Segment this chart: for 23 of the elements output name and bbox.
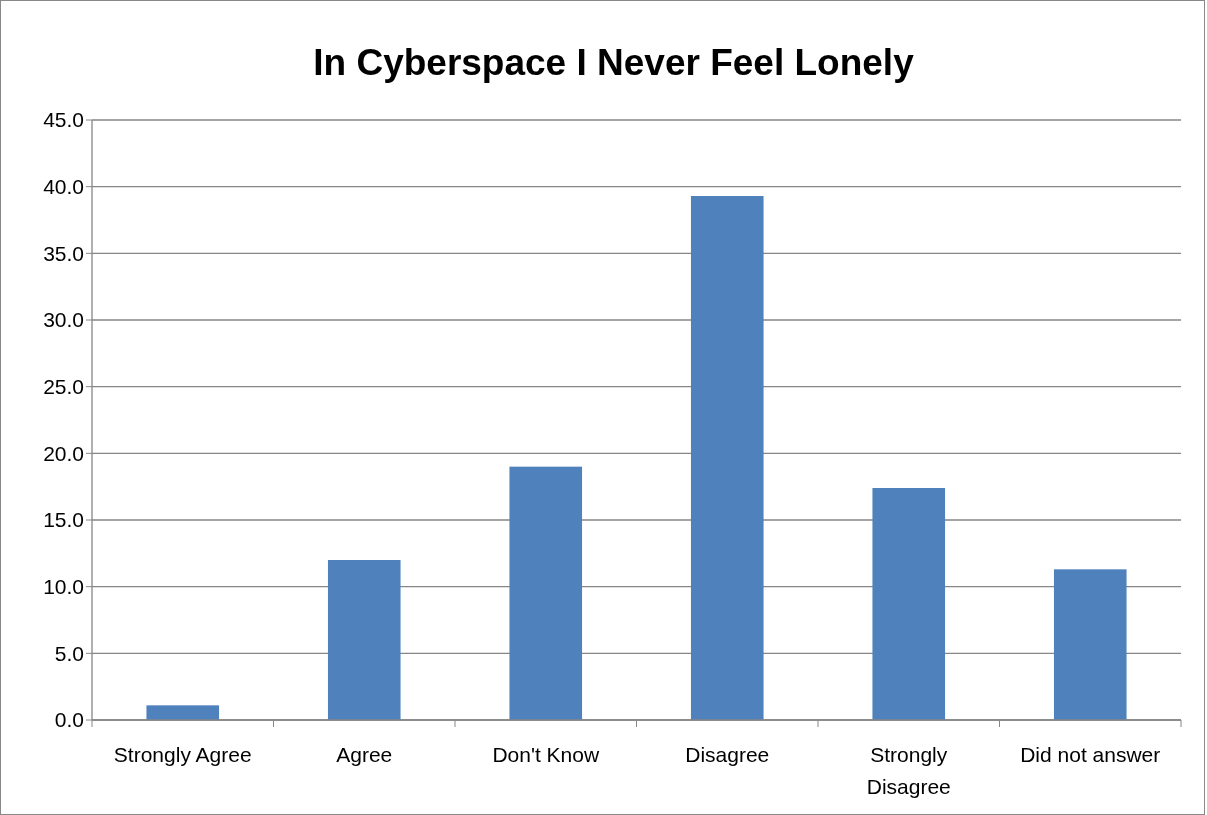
y-tick-label: 25.0	[43, 375, 84, 399]
bar	[146, 705, 220, 720]
y-tick-label: 40.0	[43, 175, 84, 199]
x-tick-label: Agree	[336, 743, 393, 766]
bar	[690, 196, 764, 720]
y-tick-label: 15.0	[43, 508, 84, 532]
y-tick-label: 45.0	[43, 108, 84, 132]
bar	[327, 560, 401, 720]
y-tick-label: 35.0	[43, 241, 84, 265]
chart-title: In Cyberspace I Never Feel Lonely	[313, 42, 915, 83]
x-tick-label: Did not answer	[1020, 743, 1161, 766]
y-tick-label: 10.0	[43, 575, 84, 599]
bar	[509, 466, 583, 720]
x-tick-label: Don't Know	[492, 743, 600, 766]
x-tick-label: Strongly Agree	[113, 743, 252, 766]
y-tick-label: 5.0	[54, 641, 84, 665]
x-tick-label: Strongly Disagree	[866, 743, 951, 798]
y-tick-label: 0.0	[54, 708, 84, 732]
bar	[1053, 569, 1127, 720]
bar	[872, 488, 946, 720]
y-tick-label: 20.0	[43, 441, 84, 465]
y-tick-label: 30.0	[43, 308, 84, 332]
x-tick-label: Disagree	[685, 743, 770, 766]
